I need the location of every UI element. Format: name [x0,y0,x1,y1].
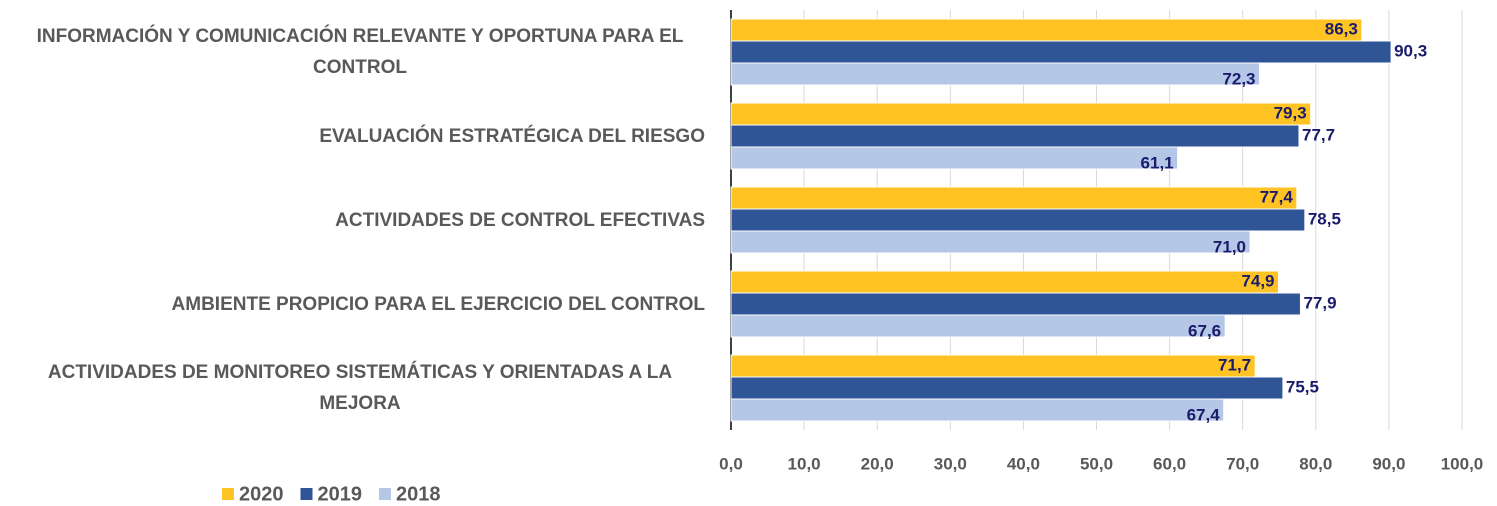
bar [730,354,1256,378]
bar [730,230,1251,254]
value-label: 77,4 [1260,187,1294,206]
x-tick-label: 0,0 [719,454,743,473]
x-tick-label: 30,0 [934,454,967,473]
category-label: ACTIVIDADES DE MONITOREO SISTEMÁTICAS Y … [15,346,705,430]
x-tick-label: 60,0 [1153,454,1186,473]
value-label: 75,5 [1286,377,1319,396]
x-tick-label: 20,0 [861,454,894,473]
value-label: 77,7 [1302,125,1335,144]
x-tick-label: 80,0 [1299,454,1332,473]
bar [730,292,1301,316]
bar [730,124,1300,148]
category-text: INFORMACIÓN Y COMUNICACIÓN RELEVANTE Y O… [36,26,684,78]
bar [730,146,1179,170]
bar [730,62,1261,86]
bar [730,40,1392,64]
category-label: INFORMACIÓN Y COMUNICACIÓN RELEVANTE Y O… [15,10,705,94]
value-label: 77,9 [1303,293,1336,312]
value-label: 78,5 [1308,209,1341,228]
value-label: 79,3 [1274,103,1307,122]
value-label: 74,9 [1241,271,1274,290]
category-text: AMBIENTE PROPICIO PARA EL EJERCICIO DEL … [171,293,705,315]
bar [730,18,1363,42]
value-label: 72,3 [1222,69,1255,88]
x-tick-label: 70,0 [1226,454,1259,473]
legend-label: 2020 [239,483,284,505]
legend-label: 2018 [396,483,441,505]
bar [730,398,1225,422]
bar [730,314,1226,338]
bar [730,376,1284,400]
category-label: AMBIENTE PROPICIO PARA EL EJERCICIO DEL … [172,262,705,346]
value-label: 67,6 [1188,321,1221,340]
x-tick-label: 90,0 [1372,454,1405,473]
category-label: ACTIVIDADES DE CONTROL EFECTIVAS [335,178,705,262]
bar [730,270,1280,294]
legend-swatch [222,488,234,500]
value-label: 67,4 [1187,405,1221,424]
category-text: ACTIVIDADES DE MONITOREO SISTEMÁTICAS Y … [47,362,673,414]
x-tick-label: 100,0 [1441,454,1484,473]
legend-label: 2019 [318,483,363,505]
x-tick-label: 50,0 [1080,454,1113,473]
value-label: 86,3 [1325,19,1358,38]
value-label: 71,0 [1213,237,1246,256]
category-text: ACTIVIDADES DE CONTROL EFECTIVAS [335,209,705,231]
category-label: EVALUACIÓN ESTRATÉGICA DEL RIESGO [319,94,705,178]
bar [730,102,1312,126]
value-label: 90,3 [1394,41,1427,60]
value-label: 61,1 [1141,153,1174,172]
x-tick-label: 10,0 [788,454,821,473]
category-text: EVALUACIÓN ESTRATÉGICA DEL RIESGO [319,125,705,147]
value-label: 71,7 [1218,355,1251,374]
bar [730,186,1298,210]
legend-swatch [379,488,391,500]
bar [730,208,1306,232]
legend-swatch [300,488,313,500]
x-tick-label: 40,0 [1007,454,1040,473]
